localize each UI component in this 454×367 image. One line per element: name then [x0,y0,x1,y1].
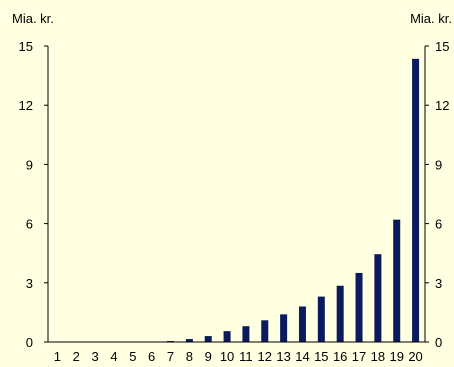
right-y-tick-label: 9 [435,157,442,172]
x-tick-label-16: 16 [333,349,347,364]
bar-14 [298,306,306,342]
left-y-tick-label: 12 [19,98,33,113]
x-tick-label-17: 17 [352,349,366,364]
bar-19 [393,219,401,342]
bar-18 [374,254,382,342]
bar-10 [223,331,231,342]
x-tick-label-2: 2 [73,349,80,364]
x-tick-label-10: 10 [220,349,234,364]
left-y-tick-label: 6 [26,217,33,232]
x-tick-label-12: 12 [258,349,272,364]
bar-8 [185,339,193,342]
bar-9 [204,336,212,342]
bars-group [167,58,420,343]
x-tick-label-13: 13 [276,349,290,364]
x-tick-label-18: 18 [371,349,385,364]
bar-13 [280,314,288,342]
bar-17 [355,272,363,342]
left-y-tick-label: 15 [19,39,33,54]
x-tick-label-7: 7 [167,349,174,364]
bar-20 [412,58,420,343]
right-axis-unit-label: Mia. kr. [410,11,452,26]
x-tick-label-8: 8 [186,349,193,364]
x-tick-label-5: 5 [129,349,136,364]
x-tick-label-6: 6 [148,349,155,364]
x-tick-label-4: 4 [110,349,117,364]
left-axis-unit-label: Mia. kr. [12,11,54,26]
x-tick-label-20: 20 [408,349,422,364]
bar-15 [317,296,325,342]
axes-group [44,45,429,343]
right-y-tick-label: 3 [435,276,442,291]
left-y-tick-label: 0 [26,335,33,350]
x-tick-label-3: 3 [92,349,99,364]
bar-11 [242,326,250,342]
left-y-tick-label: 9 [26,157,33,172]
bar-12 [261,320,269,342]
bar-16 [336,285,344,342]
x-tick-label-19: 19 [389,349,403,364]
x-tick-label-1: 1 [54,349,61,364]
x-tick-label-14: 14 [295,349,309,364]
right-y-tick-label: 15 [435,39,449,54]
x-tick-label-11: 11 [239,349,253,364]
x-tick-label-15: 15 [314,349,328,364]
right-y-tick-label: 12 [435,98,449,113]
left-y-tick-label: 3 [26,276,33,291]
x-tick-label-9: 9 [205,349,212,364]
right-y-tick-label: 6 [435,217,442,232]
right-y-tick-label: 0 [435,335,442,350]
